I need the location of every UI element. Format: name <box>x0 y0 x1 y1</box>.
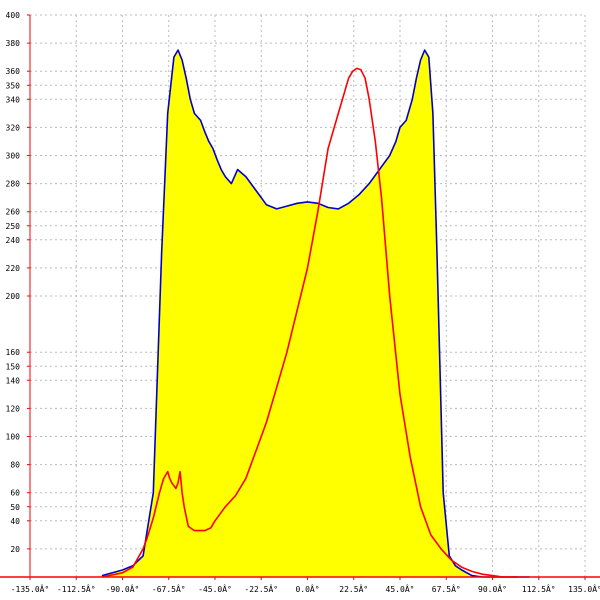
y-tick-label: 320 <box>6 123 21 132</box>
y-tick-label: 40 <box>10 517 20 526</box>
y-tick-label: 250 <box>6 222 21 231</box>
y-tick-label: 20 <box>10 545 20 554</box>
y-tick-label: 280 <box>6 180 21 189</box>
y-tick-label: 260 <box>6 208 21 217</box>
x-tick-label: 67.5Â° <box>432 583 461 594</box>
x-tick-label: 45.0Â° <box>386 583 415 594</box>
axis-layer <box>0 15 600 580</box>
x-tick-label: -67.5Â° <box>152 583 186 594</box>
y-tick-label: 350 <box>6 81 21 90</box>
y-tick-label: 200 <box>6 292 21 301</box>
series-1-area-fill <box>101 50 530 578</box>
x-tick-label: -112.5Â° <box>57 583 96 594</box>
x-tick-label: -22.5Â° <box>244 583 278 594</box>
y-tick-label: 80 <box>10 461 20 470</box>
series-2-line <box>101 67 518 578</box>
y-tick-label: 400 <box>6 11 21 20</box>
fill-layer <box>101 50 530 578</box>
y-tick-label: 50 <box>10 503 20 512</box>
y-tick-label: 120 <box>6 404 21 413</box>
x-tick-label: -135.0Â° <box>11 583 50 594</box>
x-tick-label: 0.0Â° <box>295 583 319 594</box>
y-tick-label: 300 <box>6 152 21 161</box>
y-tick-label: 140 <box>6 376 21 385</box>
line-layer <box>101 49 530 578</box>
y-tick-label: 60 <box>10 489 20 498</box>
series-1-line <box>101 49 530 578</box>
x-tick-label: 22.5Â° <box>339 583 368 594</box>
x-tick-label: 112.5Â° <box>522 583 556 594</box>
x-tick-label: 90.0Â° <box>478 583 507 594</box>
y-tick-label: 340 <box>6 95 21 104</box>
x-tick-label: -45.0Â° <box>198 583 232 594</box>
x-tick-label: 135.0Â° <box>568 583 600 594</box>
y-tick-label: 360 <box>6 67 21 76</box>
y-tick-label: 150 <box>6 362 21 371</box>
tick-label-layer: 20 40 50 60 80 100 120 140 150 160 200 220 240 250 260… <box>6 11 600 594</box>
y-tick-label: 240 <box>6 236 21 245</box>
y-tick-label: 220 <box>6 264 21 273</box>
y-tick-label: 160 <box>6 348 21 357</box>
y-tick-label: 100 <box>6 433 21 442</box>
x-tick-label: -90.0Â° <box>106 583 140 594</box>
y-tick-label: 380 <box>6 39 21 48</box>
